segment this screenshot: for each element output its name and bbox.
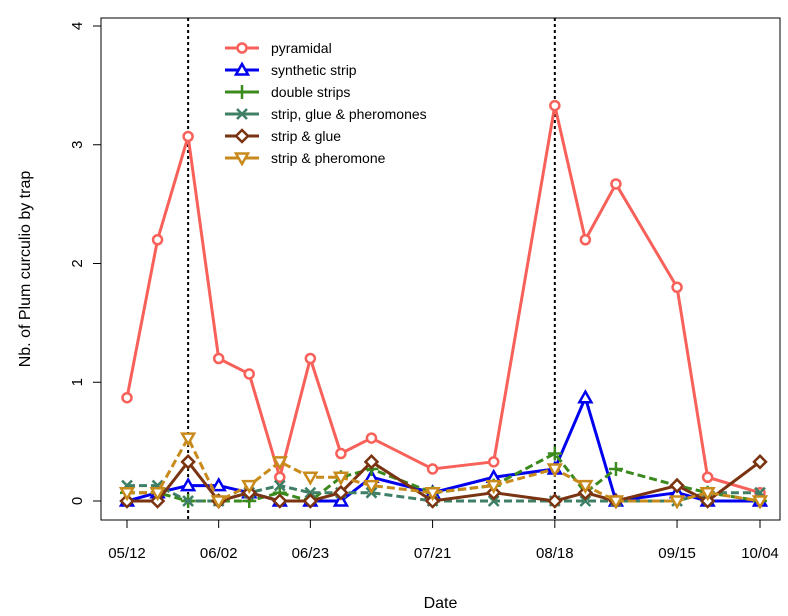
legend-label: double strips: [271, 84, 350, 100]
data-point: [274, 471, 286, 483]
legend-entry: strip & pheromone: [225, 150, 386, 167]
data-point: [304, 352, 317, 365]
data-point: [751, 495, 769, 510]
data-point: [579, 234, 592, 246]
data-point: [546, 463, 563, 478]
data-point: [272, 493, 288, 509]
data-point: [487, 495, 500, 507]
data-point: [547, 493, 563, 509]
series-strip-glue: [119, 454, 768, 509]
data-point: [607, 495, 625, 510]
legend-entry: pyramidal: [225, 40, 332, 56]
legend-label: strip & pheromone: [271, 150, 386, 166]
series-pyramidal: [121, 99, 766, 499]
legend-swatch-marker: [234, 128, 250, 144]
legend: pyramidal synthetic strip double strips str…: [225, 40, 427, 167]
series-line: [125, 104, 761, 495]
data-point: [752, 454, 768, 470]
data-point: [182, 495, 195, 507]
y-tick-label: 2: [69, 259, 86, 267]
data-point: [701, 471, 714, 483]
x-tick-label: 07/21: [414, 545, 452, 562]
data-point: [179, 477, 197, 492]
data-point: [699, 486, 716, 502]
series-line: [127, 436, 761, 503]
data-point: [610, 178, 622, 190]
data-point: [671, 281, 683, 293]
legend-swatch-marker: [236, 108, 248, 120]
x-tick-label: 09/15: [658, 545, 696, 562]
data-point: [302, 471, 319, 486]
data-point: [668, 495, 686, 510]
data-point: [669, 477, 685, 494]
data-point: [547, 446, 562, 461]
data-point: [579, 495, 592, 507]
legend-label: strip, glue & pheromones: [271, 106, 427, 122]
data-point: [487, 456, 500, 468]
legend-swatch-marker: [233, 152, 251, 167]
data-point: [210, 477, 227, 492]
x-tick-label: 05/12: [108, 545, 146, 562]
legend-entry: double strips: [225, 84, 350, 100]
series-strip-pheromone: [118, 432, 769, 510]
data-point: [179, 432, 197, 447]
data-point: [426, 463, 439, 475]
data-point: [243, 368, 255, 380]
data-point: [241, 479, 258, 495]
data-point: [212, 352, 225, 365]
data-point: [608, 461, 623, 476]
x-tick-label: 10/04: [741, 545, 779, 562]
data-point: [273, 479, 286, 492]
data-point: [180, 454, 196, 470]
y-axis-label: Nb. of Plum curculio by trap: [17, 171, 34, 368]
data-point: [210, 495, 227, 510]
data-point: [424, 486, 441, 502]
series-line: [127, 484, 760, 503]
data-point: [149, 486, 166, 502]
legend-label: pyramidal: [271, 40, 332, 56]
data-point: [332, 471, 350, 486]
x-axis-label: Date: [424, 595, 458, 612]
data-point: [121, 391, 133, 404]
data-point: [577, 479, 594, 495]
plot-area: 0 1 2 3 4 05/12 06/02 06/23 07/21 08/18 09/15 10/04…: [69, 17, 781, 562]
data-point: [365, 432, 378, 444]
data-point: [151, 234, 164, 246]
data-point: [363, 479, 380, 495]
legend-entry: strip & glue: [225, 128, 341, 144]
x-tick-label: 08/18: [536, 545, 574, 562]
data-point: [363, 454, 380, 470]
legend-swatch-marker: [236, 42, 248, 54]
data-point: [549, 99, 561, 112]
y-tick-label: 0: [69, 497, 86, 505]
x-tick-label: 06/02: [200, 545, 238, 562]
data-point: [335, 447, 347, 460]
data-point: [304, 486, 317, 499]
data-point: [577, 389, 594, 404]
data-point: [271, 456, 288, 471]
x-tick-label: 06/23: [292, 545, 330, 562]
data-point: [333, 484, 349, 501]
y-tick-label: 3: [69, 141, 86, 149]
y-tick-label: 4: [69, 22, 86, 30]
legend-swatch-marker: [233, 61, 251, 76]
plot-frame: [100, 17, 781, 521]
legend-label: strip & glue: [271, 128, 341, 144]
data-point: [302, 493, 319, 509]
legend-entry: strip, glue & pheromones: [225, 106, 427, 122]
data-point: [485, 479, 502, 495]
legend-swatch-marker: [235, 85, 249, 99]
legend-entry: synthetic strip: [225, 61, 357, 78]
data-point: [118, 486, 136, 502]
y-tick-label: 1: [69, 378, 86, 386]
legend-label: synthetic strip: [271, 62, 357, 78]
data-point: [182, 130, 194, 143]
